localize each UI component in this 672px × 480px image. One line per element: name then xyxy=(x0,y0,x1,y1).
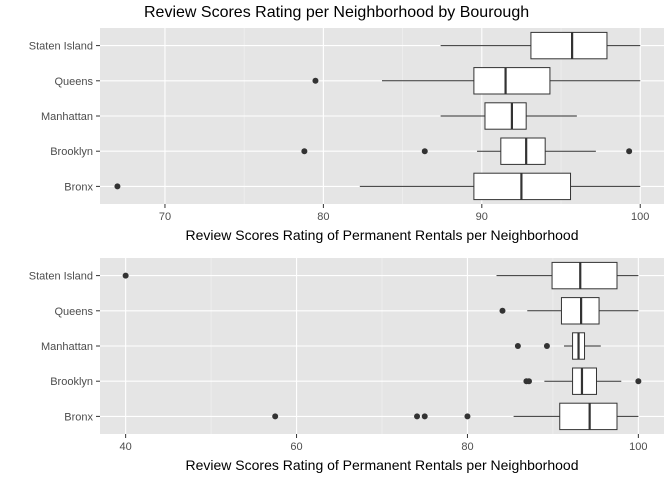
y-tick-label: Bronx xyxy=(64,181,93,193)
outlier-point-bronx xyxy=(414,413,421,420)
outlier-point-brooklyn xyxy=(301,148,308,155)
y-tick-label: Staten Island xyxy=(29,41,93,53)
x-tick-label: 90 xyxy=(476,211,488,223)
y-tick-label: Manhattan xyxy=(41,341,93,353)
x-tick-label: 80 xyxy=(317,211,329,223)
x-tick-label: 100 xyxy=(629,441,647,453)
box-staten-island xyxy=(530,31,608,60)
box-queens xyxy=(473,67,551,95)
box-bronx xyxy=(559,402,618,431)
outlier-point-brooklyn xyxy=(525,378,532,385)
y-tick-label: Brooklyn xyxy=(50,376,93,388)
outlier-point-queens xyxy=(499,307,506,314)
box-staten-island xyxy=(551,261,618,290)
x-tick-label: 40 xyxy=(120,441,132,453)
x-tick-label: 60 xyxy=(290,441,302,453)
upper-x-axis-title: Review Scores Rating of Permanent Rental… xyxy=(186,227,579,243)
y-tick-label: Queens xyxy=(54,306,93,318)
outlier-point-queens xyxy=(312,77,319,84)
upper-boxplot-panel: 70 80 90 100 Bronx Brooklyn Manhattan Queens Sta… xyxy=(29,28,664,223)
box-brooklyn xyxy=(572,367,597,395)
outlier-point-brooklyn xyxy=(626,148,633,155)
y-tick-label: Brooklyn xyxy=(50,146,93,158)
lower-x-axis-title: Review Scores Rating of Permanent Rental… xyxy=(186,457,579,473)
x-tick-label: 100 xyxy=(631,211,649,223)
x-tick-label: 80 xyxy=(461,441,473,453)
outlier-point-brooklyn xyxy=(635,378,642,385)
outlier-point-bronx xyxy=(114,183,121,190)
outlier-point-bronx xyxy=(421,413,428,420)
y-tick-label: Queens xyxy=(54,76,93,88)
box-manhattan xyxy=(484,102,527,130)
y-tick-label: Staten Island xyxy=(29,271,93,283)
outlier-point-brooklyn xyxy=(421,148,428,155)
outlier-point-manhattan xyxy=(543,343,550,349)
outlier-point-staten-island xyxy=(122,272,129,279)
outlier-point-manhattan xyxy=(514,343,521,349)
lower-boxplot-panel: 40 60 80 100 Bronx Brooklyn Manhattan Queens Sta… xyxy=(29,258,664,453)
outlier-point-bronx xyxy=(464,413,471,420)
y-tick-label: Bronx xyxy=(64,411,93,423)
outlier-point-bronx xyxy=(272,413,279,420)
box-brooklyn xyxy=(500,137,546,165)
chart-title: Review Scores Rating per Neighborhood by… xyxy=(144,4,529,21)
x-tick-label: 70 xyxy=(159,211,171,223)
y-tick-label: Manhattan xyxy=(41,111,93,123)
